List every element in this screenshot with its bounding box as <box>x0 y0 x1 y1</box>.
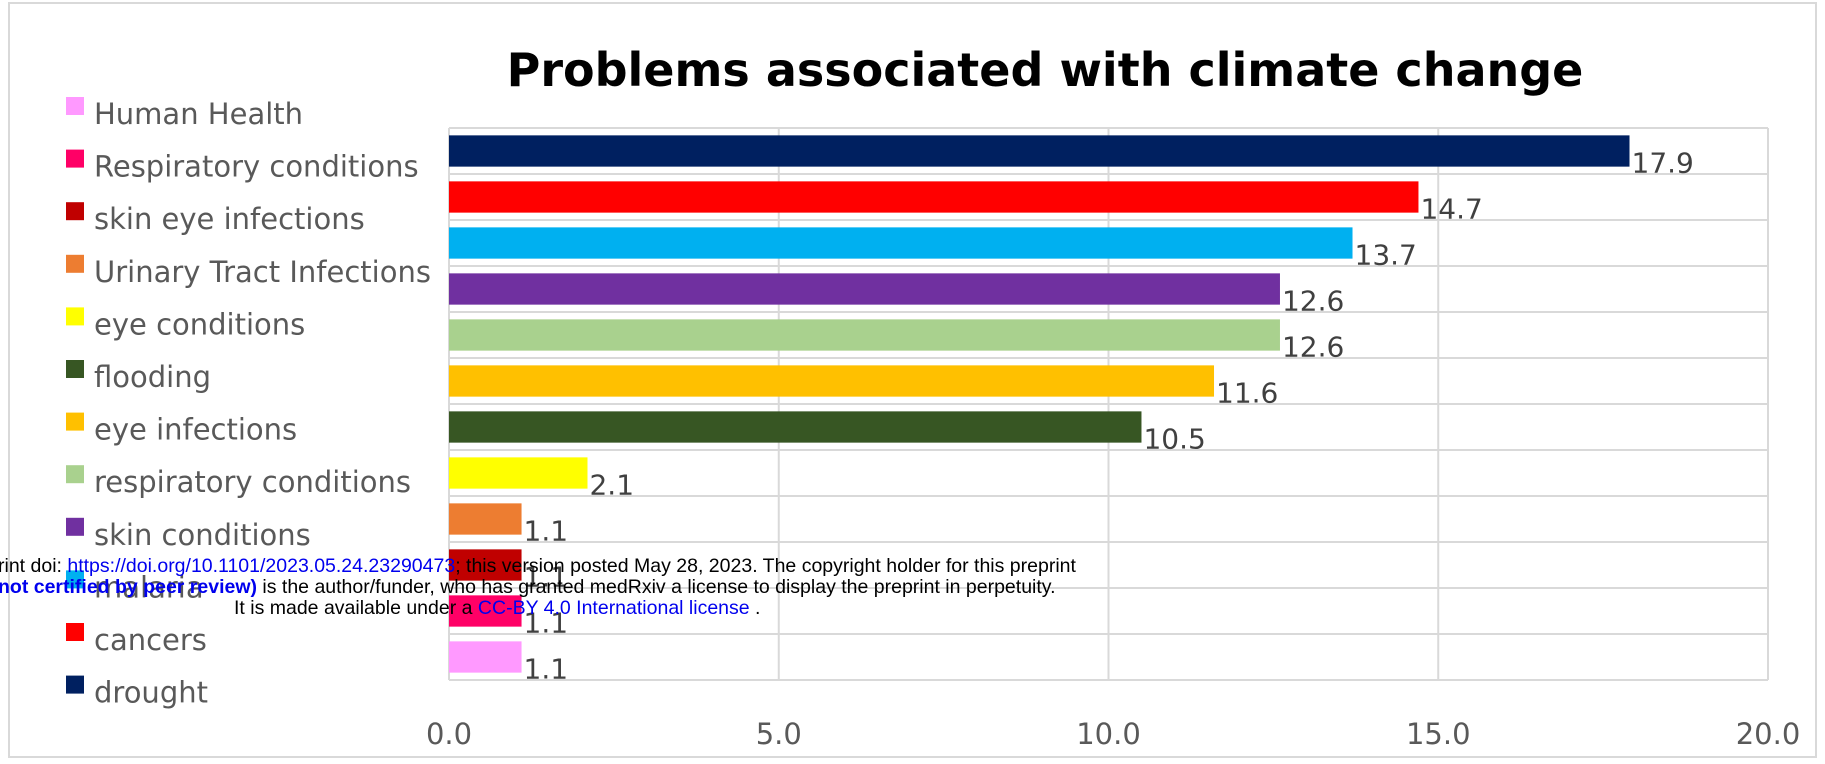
data-label: 1.1 <box>524 607 569 640</box>
legend-label: malaria <box>94 570 204 604</box>
watermark-period: . <box>749 597 761 619</box>
legend-label: skin eye infections <box>94 202 365 236</box>
chart-legend: Human Health Respiratory conditions skin e… <box>66 97 431 710</box>
legend-swatch <box>66 360 84 378</box>
watermark-review-note: not certified by peer review) <box>0 576 257 598</box>
data-label: 14.7 <box>1420 193 1482 226</box>
watermark-line-1: rint doi: https://doi.org/10.1101/2023.0… <box>0 556 1076 577</box>
legend-swatch <box>66 412 84 431</box>
watermark-license-text: is the author/funder, who has granted me… <box>257 576 1056 598</box>
bar-cancers <box>449 181 1419 213</box>
x-tick-label: 5.0 <box>756 717 802 751</box>
watermark-line-3: It is made available under a CC-BY 4.0 I… <box>234 598 760 619</box>
bar-human-health <box>449 641 522 673</box>
bar-drought <box>449 135 1630 167</box>
chart-title: Problems associated with climate change <box>507 43 1584 97</box>
legend-swatch <box>66 254 84 273</box>
legend-swatch <box>66 517 84 536</box>
data-label: 1.1 <box>524 561 569 594</box>
legend-swatch <box>66 307 84 326</box>
chart-gridlines <box>448 127 1769 681</box>
x-tick-label: 20.0 <box>1736 717 1801 751</box>
data-label: 11.6 <box>1216 377 1278 410</box>
watermark-available-text: It is made available under a <box>234 597 478 619</box>
x-tick-label: 0.0 <box>426 717 472 751</box>
legend-label: respiratory conditions <box>94 465 411 499</box>
bar-skin-eye-infections <box>449 549 522 581</box>
legend-label: Respiratory conditions <box>94 150 419 184</box>
legend-label: flooding <box>94 360 211 394</box>
data-label: 17.9 <box>1632 147 1694 180</box>
watermark-line-2: not certified by peer review) is the aut… <box>0 577 1056 598</box>
bar-malaria <box>449 227 1353 259</box>
data-label: 13.7 <box>1355 239 1417 272</box>
legend-label: eye infections <box>94 413 297 447</box>
bar-respiratory-conditions <box>449 595 522 627</box>
legend-swatch <box>66 570 84 589</box>
x-axis-ticks: 0.0 5.0 10.0 15.0 20.0 <box>426 717 1800 751</box>
bar-eye-conditions <box>449 457 588 489</box>
legend-label: eye conditions <box>94 307 305 341</box>
doi-link[interactable]: https://doi.org/10.1101/2023.05.24.23290… <box>67 555 456 577</box>
legend-label: Urinary Tract Infections <box>94 255 431 289</box>
legend-swatch <box>66 623 84 641</box>
legend-swatch <box>66 149 84 168</box>
legend-label: Human Health <box>94 97 303 131</box>
x-tick-label: 10.0 <box>1076 717 1141 751</box>
data-label: 1.1 <box>524 653 569 686</box>
legend-label: skin conditions <box>94 518 311 552</box>
watermark-posted-text: ; this version posted May 28, 2023. The … <box>455 555 1076 577</box>
legend-swatch <box>66 97 84 115</box>
legend-label: cancers <box>94 623 207 657</box>
chart-data-labels: 17.914.713.712.612.611.610.52.11.11.11.1… <box>524 147 1694 686</box>
chart-bars <box>449 135 1630 673</box>
license-link[interactable]: CC-BY 4.0 International license <box>477 597 750 619</box>
legend-swatch <box>66 465 84 484</box>
legend-swatch <box>66 202 84 221</box>
bar-respiratory-conditions <box>449 319 1280 351</box>
legend-swatch <box>66 675 84 694</box>
bar-eye-infections <box>449 365 1215 397</box>
data-label: 1.1 <box>524 515 569 548</box>
watermark-doi-prefix: rint doi: <box>0 555 68 577</box>
data-label: 12.6 <box>1282 331 1344 364</box>
data-label: 12.6 <box>1282 285 1344 318</box>
x-tick-label: 15.0 <box>1406 717 1471 751</box>
bar-skin-conditions <box>449 273 1280 305</box>
legend-label: drought <box>94 676 208 710</box>
bar-flooding <box>449 411 1142 443</box>
data-label: 2.1 <box>589 469 634 502</box>
data-label: 10.5 <box>1143 423 1205 456</box>
bar-urinary-tract-infections <box>449 503 522 535</box>
